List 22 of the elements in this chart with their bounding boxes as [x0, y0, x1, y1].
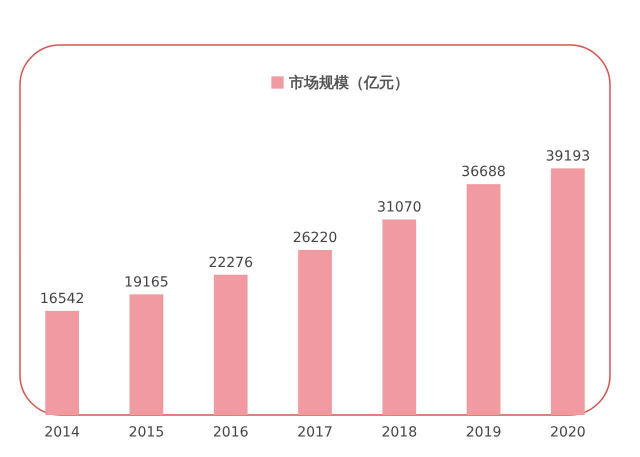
- bar: [45, 310, 79, 415]
- x-tick-label: 2019: [466, 424, 502, 440]
- bar: [466, 184, 500, 415]
- data-label: 19165: [124, 274, 169, 290]
- data-label: 31070: [377, 199, 422, 216]
- bar: [214, 274, 248, 415]
- x-tick-label: 2016: [212, 424, 249, 440]
- data-label: 39193: [546, 148, 590, 164]
- x-tick-label: 2015: [128, 424, 164, 440]
- x-tick-label: 2018: [381, 424, 418, 440]
- x-tick-label: 2014: [44, 424, 80, 440]
- bar: [382, 219, 416, 415]
- bar: [551, 168, 585, 415]
- data-label: 26220: [292, 230, 338, 246]
- x-tick-label: 2017: [297, 424, 333, 440]
- data-label: 36688: [461, 164, 506, 180]
- bar: [298, 250, 332, 415]
- bar: [130, 294, 164, 415]
- legend-label: 市场规模（亿元）: [288, 74, 409, 92]
- x-tick-label: 2020: [550, 424, 586, 440]
- data-label: 16542: [40, 290, 84, 307]
- data-label: 22276: [208, 254, 254, 271]
